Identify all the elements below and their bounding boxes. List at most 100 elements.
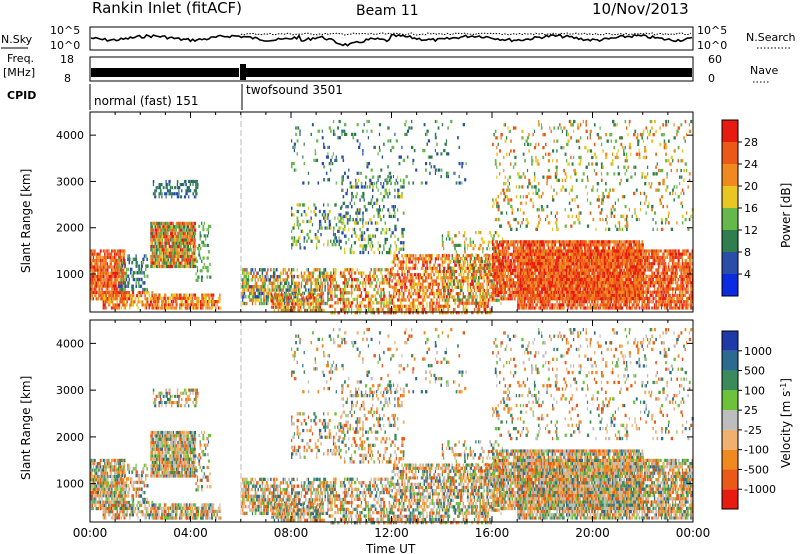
power-cell [507,265,510,269]
power-cell [117,284,120,288]
power-cell [441,298,444,302]
power-cell [373,287,376,292]
power-cell [464,247,466,251]
power-cell [325,226,328,230]
power-cell [193,300,195,304]
power-cell [581,294,583,298]
power-cell [430,269,433,274]
power-cell [512,284,515,288]
power-cell [394,241,396,245]
power-cell [90,268,92,272]
power-cell [338,226,340,230]
power-cell [353,287,356,292]
power-cell [351,247,353,251]
power-cell [270,296,273,300]
power-cell [376,221,379,225]
power-cell [254,291,256,296]
power-cell [159,183,163,187]
power-cell [261,288,264,292]
power-cell [348,237,350,242]
power-cell [270,281,273,285]
power-cell [367,234,371,238]
power-cell [338,236,340,240]
power-cell [567,243,570,247]
power-cell [479,243,482,247]
power-cell [113,265,116,269]
power-cell [578,243,581,247]
power-cell [356,185,360,189]
power-cell [152,306,155,310]
power-cell [95,274,98,279]
power-cell [445,282,448,286]
power-cell [363,237,366,242]
power-cell [399,241,403,245]
power-cell [267,298,269,302]
power-cell [402,263,404,267]
power-cell [550,243,553,247]
power-cell [441,234,443,238]
power-cell [433,301,435,305]
power-cell [362,250,365,255]
power-cell [121,259,123,263]
power-cell [476,285,479,289]
power-cell [201,275,204,279]
power-cell [121,294,123,298]
power-cell [454,260,456,264]
power-cell [244,285,248,289]
power-cell [388,301,392,305]
power-cell [451,269,454,273]
power-cell [157,241,160,245]
power-cell [288,291,290,296]
power-cell [180,306,183,310]
power-cell [353,311,356,315]
power-cell [120,287,123,292]
power-cell [457,243,460,247]
power-cell [399,185,402,189]
power-cell [475,272,478,276]
power-cell [116,306,119,310]
power-cell [101,297,104,301]
power-cell [164,221,167,226]
power-cell [606,284,609,288]
power-cell [358,278,360,282]
power-cell [359,250,362,255]
power-cell [374,227,377,232]
power-cell [353,201,355,205]
power-cell [256,288,259,292]
power-cell [351,185,353,189]
power-cell [540,256,543,260]
power-cell [123,291,125,295]
power-cell [112,249,114,253]
power-cell [430,288,433,293]
power-cell [506,284,509,288]
power-cell [289,271,292,275]
power-cell [191,300,194,304]
power-cell [291,302,294,306]
power-cell [334,311,336,315]
power-cell [465,298,468,302]
power-cell [355,195,358,199]
power-cell [406,273,409,277]
power-cell [380,297,382,302]
power-cell [104,271,107,275]
power-cell [156,228,158,232]
power-cell [573,240,576,244]
power-cell [439,311,442,315]
power-cell [500,281,502,285]
power-cell [510,297,513,301]
power-cell [97,271,100,275]
power-cell [455,259,458,264]
cpid-strip: CPID normal (fast) 151 twofsound 3501 [7,83,343,110]
power-cell [116,262,119,266]
power-cell [106,252,109,256]
power-cell [465,276,468,280]
power-cell [388,211,391,215]
power-cell [472,282,474,286]
power-cell [493,262,496,266]
power-cell [370,221,373,225]
power-cell [264,278,266,282]
power-cell [461,298,464,302]
power-cell [94,284,97,288]
power-cell [213,303,216,307]
power-cell [512,290,516,294]
